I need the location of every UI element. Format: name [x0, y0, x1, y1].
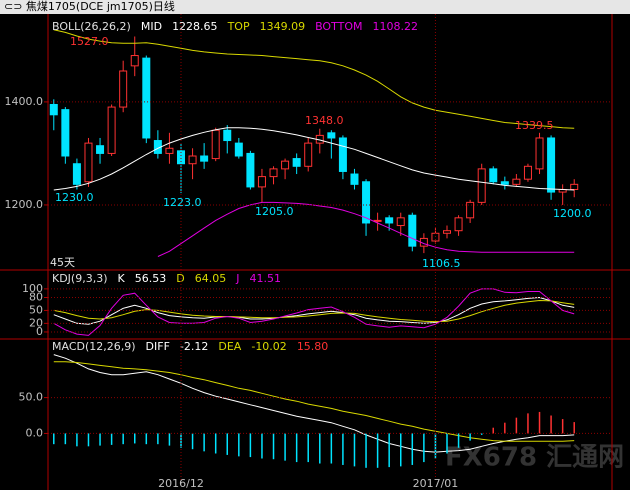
- candle-body: [443, 230, 451, 234]
- annotation: 1205.0: [255, 205, 294, 218]
- candle-body: [535, 137, 544, 170]
- legend-value: 1108.22: [372, 20, 418, 33]
- x-tick-label: 2017/01: [413, 477, 459, 490]
- note: 45天: [50, 256, 75, 269]
- candle-body: [327, 132, 336, 139]
- x-tick-label: 2016/12: [158, 477, 204, 490]
- line-series: [53, 288, 575, 336]
- candle-body: [477, 168, 486, 203]
- candle-body: [570, 183, 579, 190]
- candle-body: [281, 160, 290, 170]
- y-tick-label: 0.0: [26, 426, 44, 439]
- title-bar: [0, 0, 630, 14]
- candle-body: [396, 217, 405, 227]
- title-text: ⊂⊃ 焦煤1705(DCE jm1705)日线: [4, 0, 175, 13]
- line-series: [53, 354, 575, 453]
- legend-name: DEA: [218, 340, 241, 353]
- annotation: 1106.5: [422, 257, 461, 270]
- legend-value: 15.80: [297, 340, 329, 353]
- y-tick-label: 20: [29, 316, 43, 329]
- candle-body: [454, 217, 463, 232]
- annotation: 1200.0: [553, 207, 592, 220]
- line-series: [53, 127, 575, 191]
- plot-area: [53, 288, 575, 336]
- legend-name: D: [176, 272, 184, 285]
- candle-body: [385, 217, 394, 224]
- plot-area: [49, 29, 579, 257]
- candle-body: [234, 142, 243, 157]
- y-tick-label: 0: [36, 325, 43, 338]
- annotation: 1223.0: [163, 196, 202, 209]
- candle-body: [269, 168, 278, 178]
- line-series: [53, 29, 575, 129]
- candle-body: [246, 152, 255, 188]
- candle-body: [200, 155, 209, 162]
- candle-body: [547, 137, 556, 193]
- candle-body: [177, 150, 185, 165]
- candle-body: [107, 106, 116, 154]
- candle-body: [500, 181, 509, 185]
- legend-name: K: [118, 272, 126, 285]
- indicator-name: BOLL(26,26,2): [52, 20, 131, 33]
- candle-body: [72, 163, 81, 185]
- candle-body: [130, 55, 139, 67]
- line-series: [53, 299, 575, 323]
- candle-body: [489, 168, 498, 183]
- candle-body: [165, 147, 174, 154]
- candle-body: [466, 201, 475, 219]
- candle-body: [362, 181, 371, 224]
- indicator-name: KDJ(9,3,3): [52, 272, 108, 285]
- legend-value: 1349.09: [260, 20, 306, 33]
- legend-value: -2.12: [180, 340, 208, 353]
- legend-name: DIFF: [146, 340, 170, 353]
- candle-body: [61, 109, 70, 157]
- plot-area: [53, 354, 575, 468]
- candle-body: [188, 155, 197, 165]
- indicator-name: MACD(12,26,9): [52, 340, 136, 353]
- legend-name: J: [235, 272, 239, 285]
- y-tick-label: 1400.0: [5, 95, 44, 108]
- candle-body: [338, 137, 347, 172]
- y-tick-label: 100: [22, 282, 43, 295]
- legend-value: 64.05: [195, 272, 227, 285]
- candle-body: [142, 57, 151, 139]
- legend-value: 1228.65: [172, 20, 218, 33]
- annotation: 1339.5: [515, 119, 554, 132]
- legend-name: TOP: [227, 20, 250, 33]
- candle-body: [49, 103, 58, 116]
- annotation: 1527.0: [70, 35, 109, 48]
- candle-body: [350, 173, 359, 185]
- annotation: 1230.0: [55, 191, 94, 204]
- candle-body: [373, 219, 382, 222]
- candle-body: [292, 158, 301, 167]
- candle-body: [523, 165, 532, 180]
- y-tick-label: 1200.0: [5, 198, 44, 211]
- candle-body: [96, 145, 105, 154]
- watermark: FX678 汇通网: [445, 443, 624, 473]
- legend-name: MID: [141, 20, 162, 33]
- legend-name: BOTTOM: [315, 20, 362, 33]
- line-series: [53, 361, 575, 442]
- candle-body: [223, 129, 232, 142]
- candle-body: [211, 129, 220, 160]
- y-tick-label: 80: [29, 290, 43, 303]
- legend-value: 41.51: [249, 272, 281, 285]
- candle-body: [304, 142, 313, 167]
- y-tick-label: 50: [29, 303, 43, 316]
- candle-body: [119, 70, 128, 108]
- annotation: 1348.0: [305, 114, 344, 127]
- y-tick-label: 50.0: [19, 391, 44, 404]
- legend-value: 56.53: [135, 272, 167, 285]
- candle-body: [408, 214, 417, 247]
- line-series: [53, 296, 575, 325]
- candle-body: [84, 142, 93, 183]
- line-series: [157, 201, 575, 257]
- legend-value: -10.02: [251, 340, 286, 353]
- candle-body: [257, 176, 266, 188]
- candle-body: [512, 178, 521, 185]
